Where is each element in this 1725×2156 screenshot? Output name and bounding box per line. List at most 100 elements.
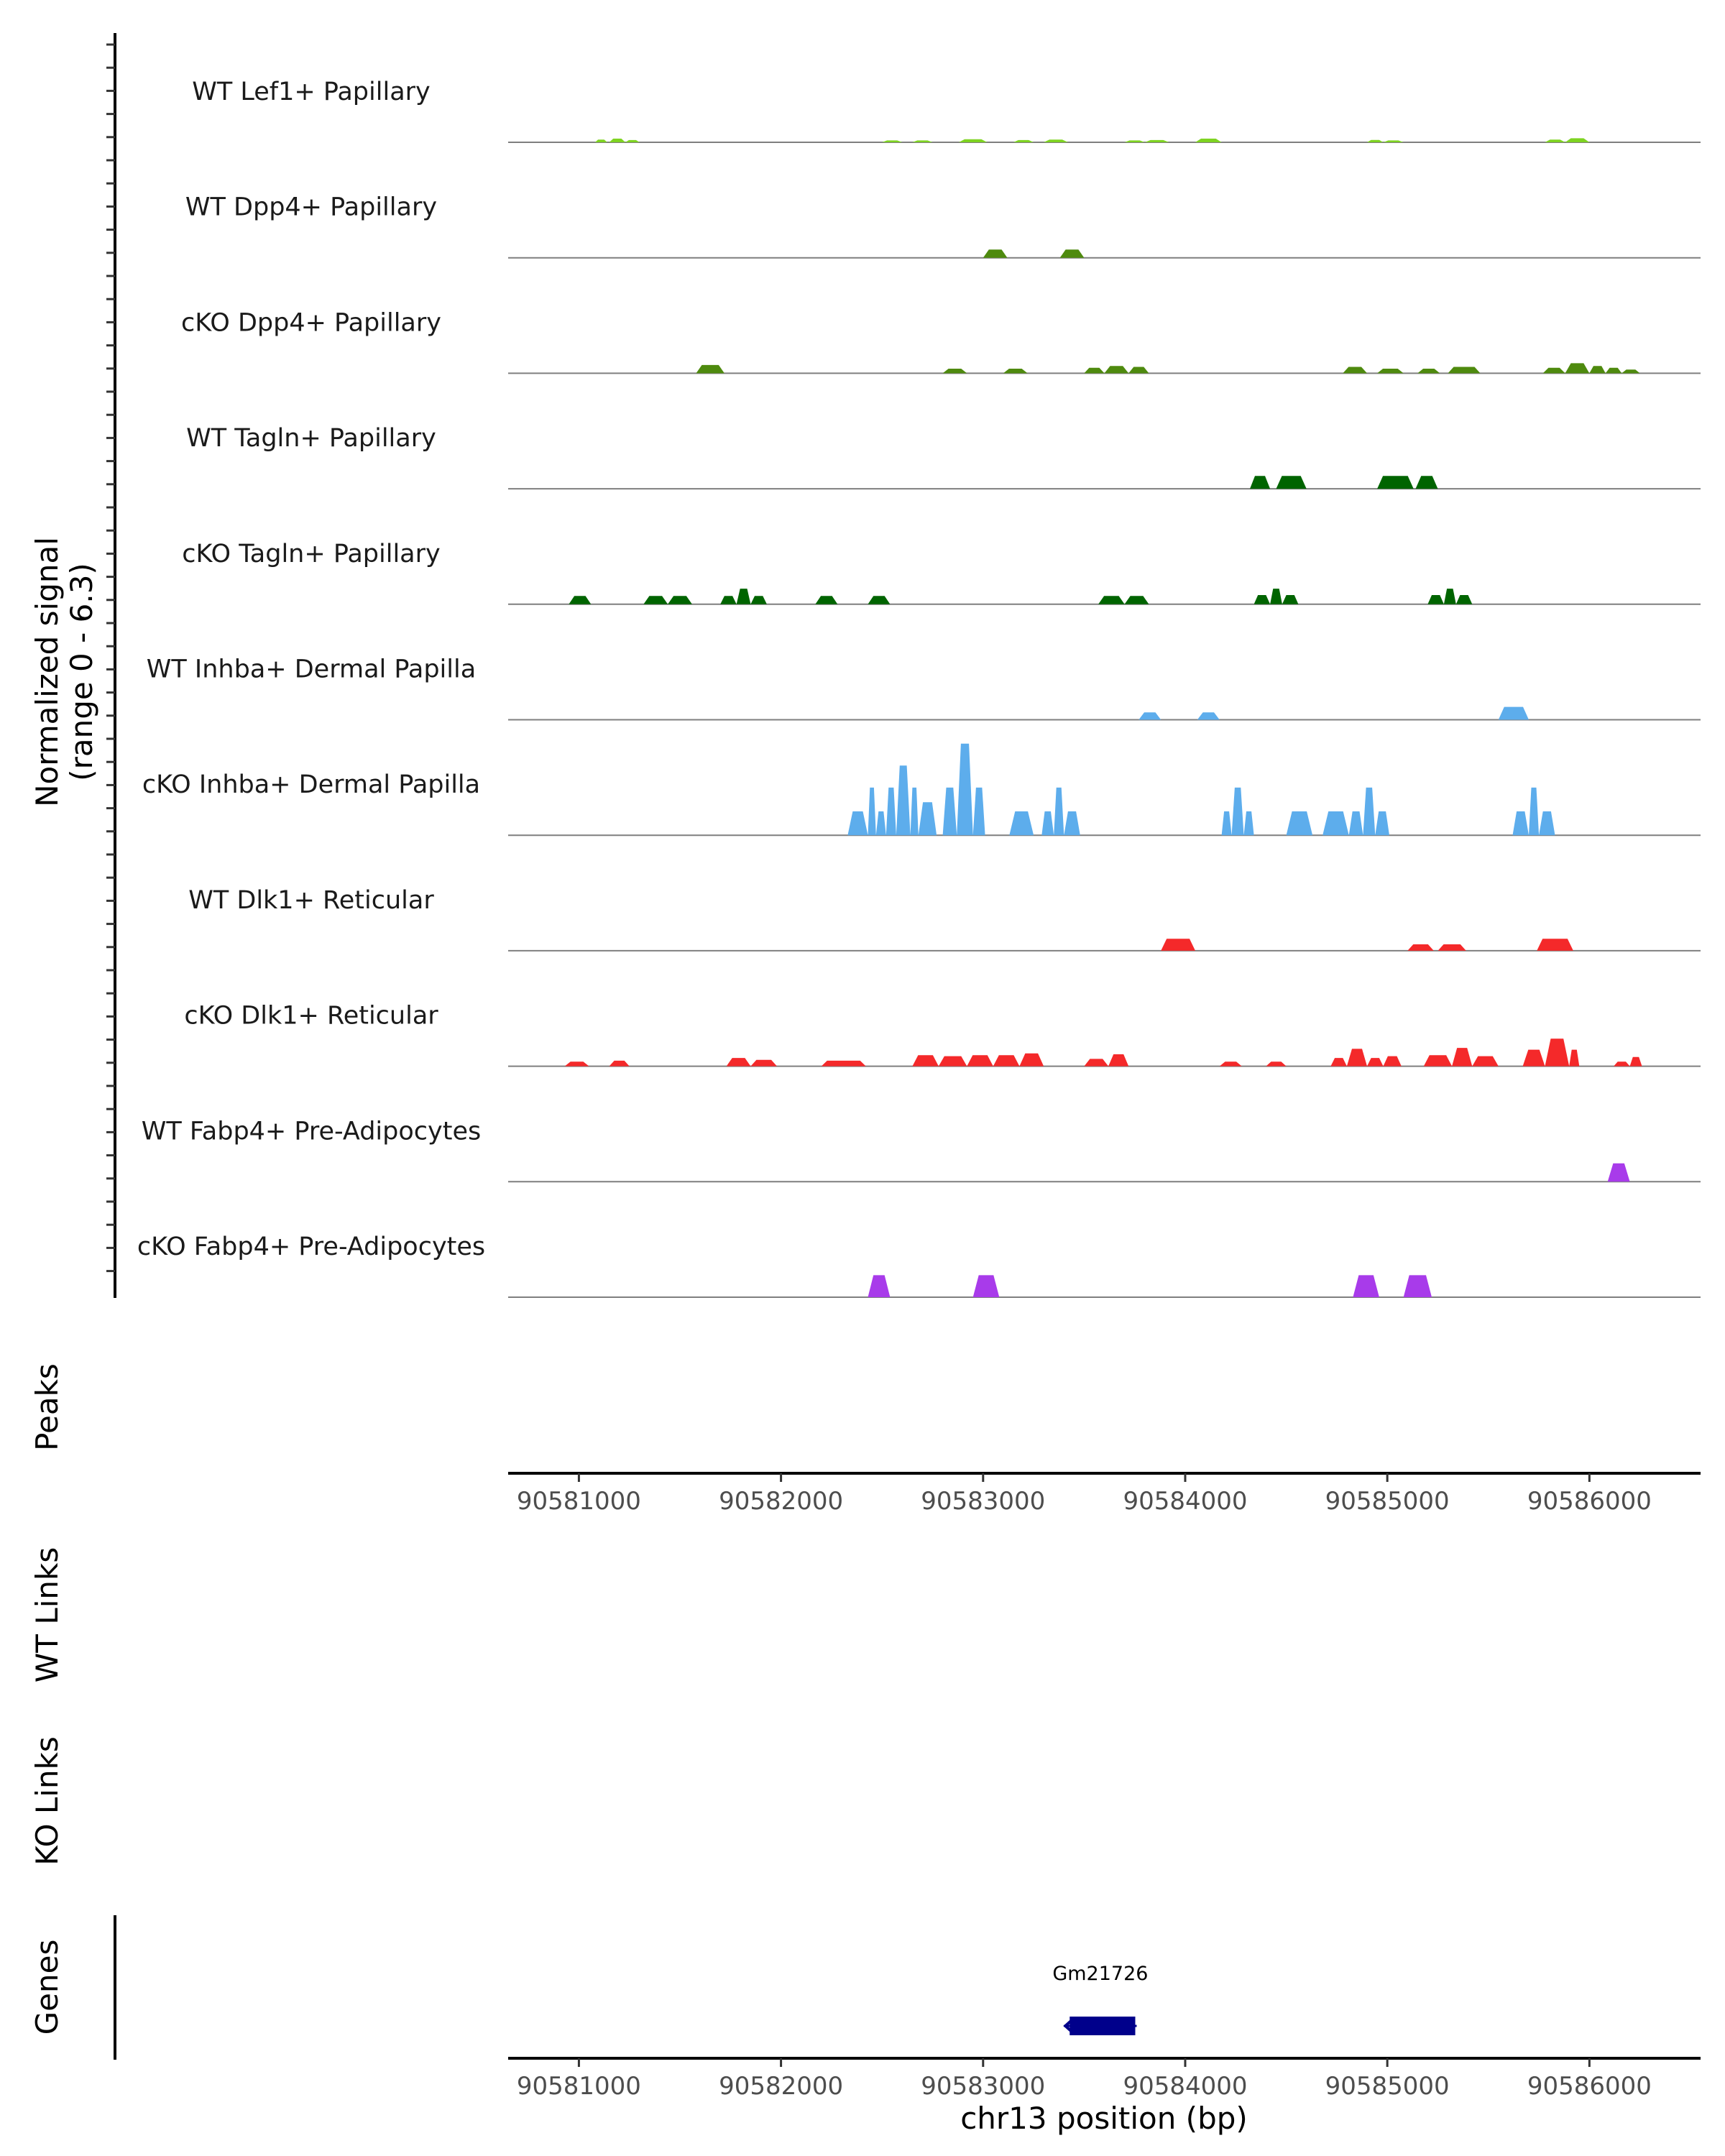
signal-peak [993,1055,1020,1067]
signal-peak [1605,367,1622,374]
signal-peak [668,596,692,604]
track-label: cKO Dpp4+ Papillary [181,308,441,337]
signal-peak [967,1055,993,1067]
signal-peak [912,140,933,142]
track-label: cKO Fabp4+ Pre-Adipocytes [137,1233,485,1261]
signal-peak [1108,1054,1129,1067]
signal-peak [1375,811,1389,836]
signal-peak [1363,787,1376,836]
signal-peak [918,802,937,836]
signal-peak [868,787,876,836]
x-tick-label: 90585000 [1325,2072,1450,2101]
signal-peak [1128,367,1149,374]
signal-peak [1472,1056,1499,1067]
track-11: cKO Fabp4+ Pre-Adipocytes [137,1233,1701,1298]
track-label: WT Dpp4+ Papillary [185,193,437,222]
x-tick-label: 90586000 [1527,2072,1652,2101]
x-tick-label: 90586000 [1527,1487,1652,1516]
track-label: WT Dlk1+ Reticular [188,886,434,915]
signal-peak [847,811,868,836]
signal-peak [1064,811,1080,836]
signal-peak [1348,811,1363,836]
wt-links-label: WT Links [29,1547,65,1682]
track-7: cKO Inhba+ Dermal Papilla [142,743,1701,837]
signal-peak [1622,369,1640,374]
ko-links-label: KO Links [29,1736,65,1866]
signal-peak [609,138,626,142]
signal-peak [1417,369,1440,374]
signal-peak [1537,939,1573,951]
signal-peak [1138,712,1162,720]
signal-peak [1084,367,1105,374]
track-label: WT Inhba+ Dermal Papilla [147,655,476,684]
signal-peak [1367,1058,1384,1067]
signal-peak [625,139,640,142]
track-9: cKO Dlk1+ Reticular [184,1002,1701,1067]
signal-peak [1343,367,1367,374]
signal-peak [1452,1048,1473,1067]
signal-peak [1377,369,1404,374]
signal-peak [1266,1061,1287,1067]
peaks-label: Peaks [29,1363,65,1451]
signal-peak [1250,476,1271,489]
track-8: WT Dlk1+ Reticular [188,886,1701,952]
signal-peak [1044,139,1068,142]
signal-peak [972,1275,1000,1297]
signal-peak [815,596,838,604]
signal-peak [1423,1055,1453,1067]
signal-peak [1415,476,1438,489]
signal-peak [720,596,737,604]
track-label: WT Tagln+ Papillary [186,424,436,453]
signal-peak [938,1056,967,1067]
signal-peak [886,787,896,836]
signal-peak [750,596,767,604]
track-label: WT Fabp4+ Pre-Adipocytes [142,1117,481,1146]
signal-peak [1614,1061,1630,1067]
gene-name-label: Gm21726 [1052,1963,1148,1985]
signal-peak [1221,811,1232,836]
track-label: cKO Tagln+ Papillary [182,540,441,568]
coverage-tracks: WT Lef1+ Papillary WT Dpp4+ Papillary cKO … [137,78,1701,1298]
signal-peak [1498,706,1529,720]
signal-peak [736,589,751,604]
signal-peak [1054,787,1064,836]
signal-peak [1041,811,1054,836]
signal-peak [1522,1049,1545,1067]
x-tick-label: 90584000 [1123,1487,1247,1516]
signal-peak [564,1061,589,1067]
signal-peak [1059,249,1085,258]
signal-peak [1098,596,1125,604]
track-1: WT Lef1+ Papillary [192,78,1701,143]
signal-peak [1084,1059,1109,1067]
track-label: cKO Inhba+ Dermal Papilla [142,770,480,799]
signal-peak [1353,1275,1379,1297]
signal-peak [1254,595,1271,604]
track-4: WT Tagln+ Papillary [186,424,1701,490]
signal-peak [1367,139,1384,142]
signal-peak [1443,589,1456,604]
signal-peak [882,140,903,142]
signal-peak [942,369,967,374]
signal-peak [1009,811,1034,836]
signal-peak [912,1055,939,1067]
signal-peak [868,1275,891,1297]
peaks-x-ticks: 90581000 90582000 90583000 90584000 90585000… [517,1473,1652,1516]
genes-x-ticks: 90581000 90582000 90583000 90584000 90585000… [517,2058,1652,2101]
signal-peak [1276,476,1307,489]
gene-track: Gm21726 [1052,1963,1148,2035]
signal-peak [1231,787,1244,836]
x-tick-label: 90585000 [1325,1487,1450,1516]
track-3: cKO Dpp4+ Papillary [181,308,1701,374]
signal-peak [1455,595,1473,604]
signal-peak [1383,140,1404,142]
x-tick-label: 90581000 [517,2072,641,2101]
x-tick-label: 90583000 [921,2072,1045,2101]
signal-peak [875,811,886,836]
signal-peak [972,787,985,836]
signal-peak [821,1060,866,1067]
signal-peak [1161,939,1195,951]
signal-peak [1545,1038,1570,1067]
signal-peak [868,596,891,604]
signal-peak [1195,138,1222,142]
signal-peak [957,743,973,836]
